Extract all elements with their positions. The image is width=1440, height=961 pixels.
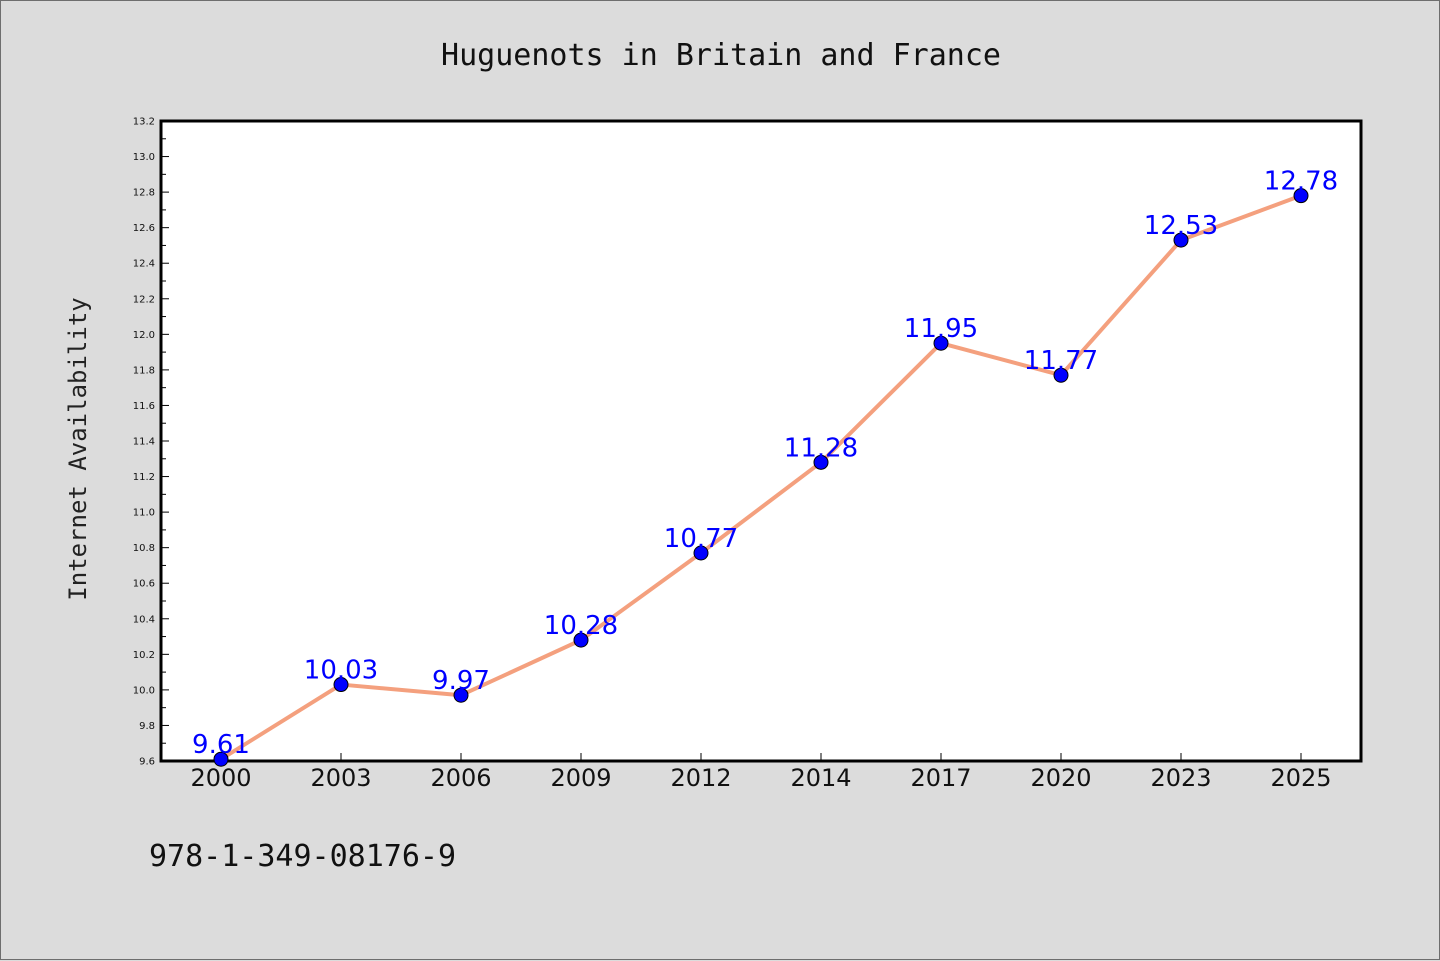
data-label: 12.78 bbox=[1264, 167, 1338, 197]
data-point-marker bbox=[1293, 188, 1309, 204]
x-tick-label: 2003 bbox=[310, 764, 371, 792]
y-tick-label: 10.8 bbox=[133, 543, 155, 554]
x-tick-label: 2020 bbox=[1030, 764, 1091, 792]
data-label: 10.03 bbox=[304, 656, 378, 686]
data-point-marker bbox=[453, 687, 469, 703]
data-label: 10.77 bbox=[664, 524, 738, 554]
data-point-marker bbox=[333, 677, 349, 693]
x-tick-label: 2006 bbox=[430, 764, 491, 792]
plot-area bbox=[159, 119, 1363, 763]
data-label: 9.97 bbox=[432, 666, 490, 696]
data-label: 11.95 bbox=[904, 314, 978, 344]
x-tick-label: 2014 bbox=[790, 764, 851, 792]
y-tick-label: 10.4 bbox=[133, 614, 155, 625]
y-tick-label: 11.0 bbox=[133, 508, 155, 519]
y-tick-label: 10.6 bbox=[133, 579, 155, 590]
y-tick-label: 12.2 bbox=[133, 294, 155, 305]
series-line bbox=[219, 193, 1302, 761]
y-tick-label: 13.2 bbox=[133, 117, 155, 128]
y-tick-label: 9.8 bbox=[139, 721, 155, 732]
x-tick-label: 2009 bbox=[550, 764, 611, 792]
data-point-marker bbox=[213, 751, 229, 767]
footer-code: 978-1-349-08176-9 bbox=[149, 839, 456, 874]
data-point-marker bbox=[933, 335, 949, 351]
series-group bbox=[213, 188, 1309, 767]
data-point-marker bbox=[693, 545, 709, 561]
data-labels: 9.61 10.03 9.97 10.28 10.77 11.28 11.95 11.77 12… bbox=[192, 167, 1338, 761]
x-axis-ticks: 2000 2003 2006 2009 2012 2014 2017 2020 2023 2025 bbox=[190, 753, 1332, 792]
data-point-marker bbox=[1053, 367, 1069, 383]
data-label: 10.28 bbox=[544, 611, 618, 641]
x-tick-label: 2012 bbox=[670, 764, 731, 792]
data-label: 11.28 bbox=[784, 433, 858, 463]
y-axis-ticks: 9.6 9.8 10.0 10.2 10.4 10.6 10.8 11.0 11.2 11.4 11… bbox=[133, 117, 169, 768]
y-tick-label: 12.6 bbox=[133, 223, 155, 234]
chart-title: Huguenots in Britain and France bbox=[441, 38, 1001, 73]
y-tick-label: 12.8 bbox=[133, 188, 155, 199]
x-tick-label: 2023 bbox=[1150, 764, 1211, 792]
x-tick-label: 2017 bbox=[910, 764, 971, 792]
y-tick-label: 13.0 bbox=[133, 152, 155, 163]
data-point-marker bbox=[573, 632, 589, 648]
x-tick-label: 2000 bbox=[190, 764, 251, 792]
data-label: 11.77 bbox=[1024, 346, 1098, 376]
data-point-marker bbox=[1173, 232, 1189, 248]
y-axis-label: Internet Availability bbox=[64, 297, 92, 600]
y-tick-label: 11.2 bbox=[133, 472, 155, 483]
y-tick-label: 12.4 bbox=[133, 259, 155, 270]
y-tick-label: 11.8 bbox=[133, 365, 155, 376]
data-label: 9.61 bbox=[192, 730, 250, 760]
y-tick-label: 9.6 bbox=[139, 757, 155, 768]
y-tick-label: 12.0 bbox=[133, 330, 155, 341]
y-tick-label: 10.2 bbox=[133, 650, 155, 661]
x-tick-label: 2025 bbox=[1270, 764, 1331, 792]
y-tick-label: 10.0 bbox=[133, 685, 155, 696]
y-tick-label: 11.4 bbox=[133, 437, 155, 448]
y-tick-label: 11.6 bbox=[133, 401, 155, 412]
data-label: 12.53 bbox=[1144, 211, 1218, 241]
data-point-marker bbox=[813, 454, 829, 470]
